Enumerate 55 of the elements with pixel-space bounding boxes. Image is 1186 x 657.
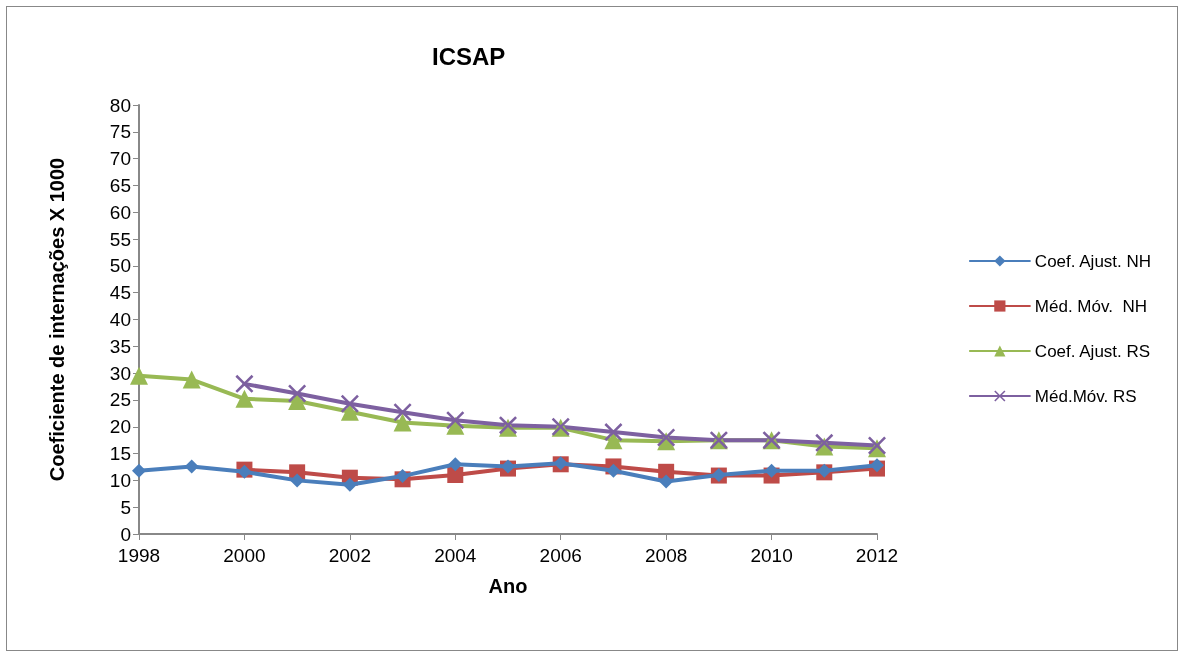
y-tick-label: 20 <box>109 416 131 438</box>
y-tick-label: 0 <box>120 523 131 545</box>
point <box>132 463 146 478</box>
point <box>235 389 254 408</box>
point <box>870 458 884 473</box>
x-tick-label: 2000 <box>223 545 266 566</box>
y-tick-label: 10 <box>109 469 131 491</box>
point <box>446 411 465 430</box>
point <box>447 467 464 484</box>
y-tick-label: 15 <box>109 443 131 465</box>
point <box>815 433 834 452</box>
x-tick-label: 2002 <box>328 545 371 566</box>
point <box>182 370 201 389</box>
point <box>657 428 676 447</box>
x-tick-label: 2012 <box>855 545 899 566</box>
x-tick-label: 2010 <box>750 545 793 566</box>
y-tick-label: 70 <box>109 148 131 170</box>
point <box>604 423 623 442</box>
y-tick-label: 25 <box>109 389 131 411</box>
point <box>184 459 199 474</box>
y-tick-label: 65 <box>109 174 131 196</box>
y-tick-label: 40 <box>109 309 131 330</box>
y-tick-label: 30 <box>109 362 131 384</box>
x-tick-label: 1998 <box>117 545 161 566</box>
legend-label: Méd.Móv. RS <box>1034 386 1137 406</box>
x-tick-label: 2006 <box>539 545 582 566</box>
point <box>340 394 359 413</box>
y-tick-label: 35 <box>109 335 131 357</box>
y-tick-label: 80 <box>109 94 131 116</box>
point <box>393 413 412 432</box>
point <box>342 477 357 492</box>
y-tick-label: 60 <box>109 201 131 223</box>
x-tick-label: 2008 <box>645 545 688 566</box>
chart-title: ICSAP <box>432 42 506 70</box>
y-tick-label: 55 <box>109 228 131 250</box>
point <box>290 473 305 488</box>
point <box>395 469 410 484</box>
point <box>448 457 463 472</box>
point <box>393 403 412 422</box>
point <box>606 463 621 478</box>
point <box>235 374 254 393</box>
y-tick-label: 5 <box>120 496 131 518</box>
point <box>764 463 779 478</box>
legend-label: Méd. Móv. NH <box>1034 296 1147 316</box>
legend-label: Coef. Ajust. RS <box>1034 341 1151 361</box>
y-tick-label: 45 <box>109 282 131 304</box>
y-tick-label: 75 <box>109 121 131 143</box>
legend-label: Coef. Ajust. NH <box>1034 251 1152 271</box>
point <box>288 384 307 403</box>
y-axis-title: Coeficiente de internações X 1000 <box>46 157 68 482</box>
point <box>130 366 148 385</box>
x-tick-label: 2004 <box>434 545 477 566</box>
x-axis-title: Ano <box>488 575 528 597</box>
point <box>659 474 674 489</box>
y-tick-label: 50 <box>109 255 131 277</box>
